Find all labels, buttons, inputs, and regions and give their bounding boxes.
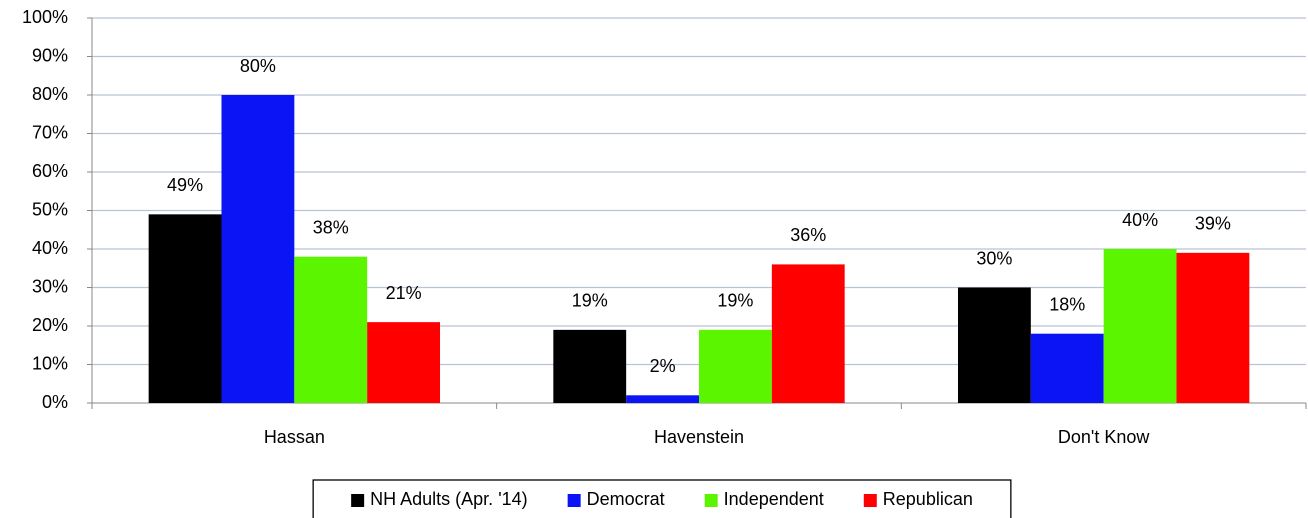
bar [553,329,627,403]
value-label: 19% [717,291,753,311]
value-label: 21% [386,283,422,303]
bar [221,95,295,403]
legend-swatch [567,494,581,507]
bar [957,287,1031,403]
value-label: 19% [572,291,608,311]
x-tick-label: Don't Know [1058,427,1150,447]
legend-box [312,479,1012,518]
bar [367,322,441,403]
bar [1176,252,1250,403]
value-label: 80% [240,56,276,76]
legend-label: Independent [724,489,824,509]
x-tick-label: Hassan [264,427,325,447]
legend-label: Republican [883,489,973,509]
bar [771,264,845,403]
y-tick-label: 100% [22,7,68,27]
value-label: 2% [650,356,676,376]
y-tick-label: 0% [42,392,68,412]
y-tick-label: 70% [32,122,68,142]
value-label: 36% [790,225,826,245]
legend-swatch [863,494,877,507]
y-tick-label: 30% [32,276,68,296]
value-label: 49% [167,175,203,195]
legend-swatch [704,494,718,507]
value-label: 40% [1122,210,1158,230]
y-tick-label: 10% [32,353,68,373]
legend-label: Democrat [587,489,665,509]
value-label: 18% [1049,294,1085,314]
y-tick-label: 60% [32,161,68,181]
y-tick-label: 90% [32,45,68,65]
y-tick-label: 40% [32,238,68,258]
value-label: 30% [976,248,1012,268]
y-tick-label: 80% [32,84,68,104]
bar [1103,249,1177,403]
x-tick-label: Havenstein [654,427,744,447]
legend-label: NH Adults (Apr. '14) [370,489,528,509]
legend-swatch [351,494,365,507]
value-label: 38% [313,217,349,237]
value-label: 39% [1195,214,1231,234]
y-tick-label: 50% [32,199,68,219]
bar [1030,333,1104,403]
bar [294,256,368,403]
bar [699,329,772,403]
bar [148,214,222,403]
bar [626,395,699,403]
y-tick-label: 20% [32,315,68,335]
